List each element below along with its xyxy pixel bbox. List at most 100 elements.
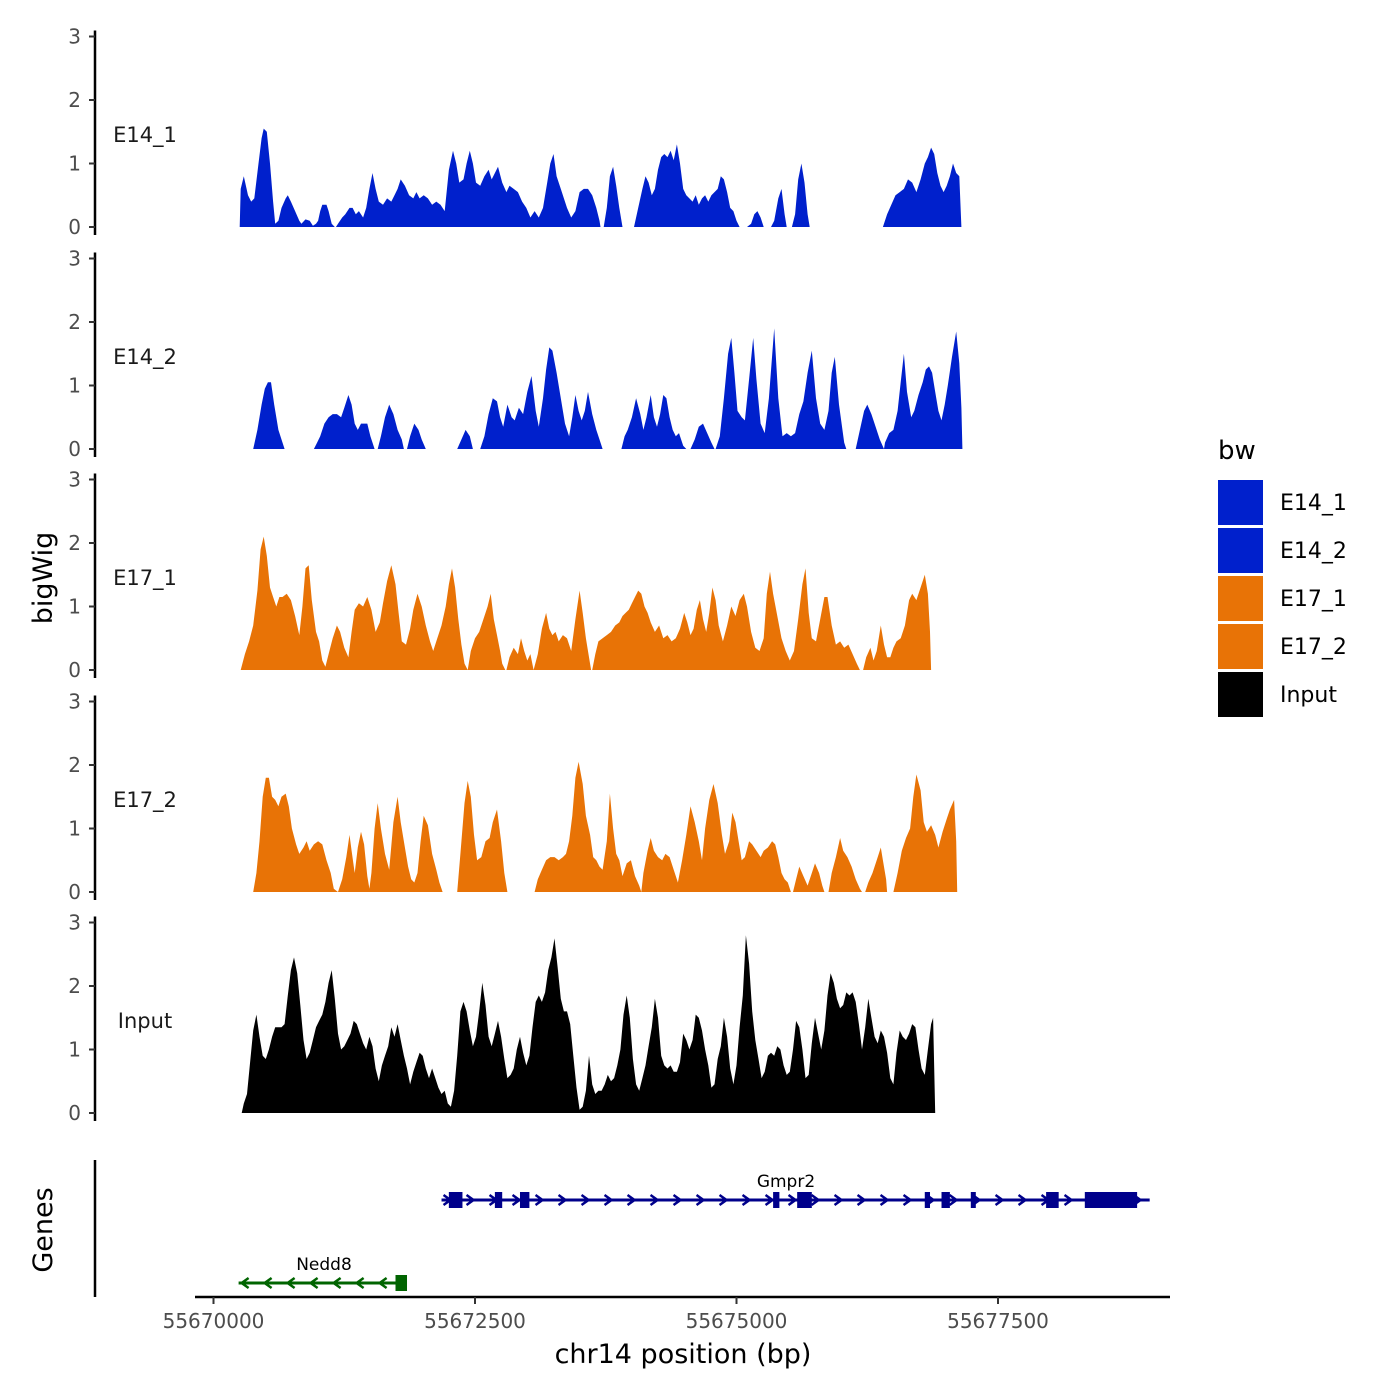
legend-title: bw bbox=[1218, 436, 1256, 466]
y-tick-label: 1 bbox=[68, 595, 81, 619]
track-E14_1: 0 1 2 3 E14_1 bbox=[68, 25, 962, 239]
legend-label: E17_2 bbox=[1280, 635, 1347, 660]
legend-item-E17_1: E17_1 bbox=[1218, 576, 1347, 621]
y-tick-label: 2 bbox=[68, 88, 81, 112]
track-label: E14_2 bbox=[113, 345, 177, 370]
legend-swatch bbox=[1218, 672, 1263, 717]
strand-chevron bbox=[465, 1193, 476, 1207]
exon bbox=[797, 1192, 812, 1208]
legend-swatch bbox=[1218, 576, 1263, 621]
strand-chevron bbox=[557, 1193, 568, 1207]
strand-chevron bbox=[649, 1193, 660, 1207]
strand-chevron bbox=[695, 1193, 706, 1207]
legend-label: E14_1 bbox=[1280, 491, 1347, 516]
legend-label: Input bbox=[1280, 683, 1337, 708]
track-Input: 0 1 2 3 Input bbox=[68, 911, 936, 1125]
coverage-area-E14_2 bbox=[253, 328, 963, 449]
coverage-area-E17_1 bbox=[240, 536, 932, 670]
gene-track-title: Genes bbox=[28, 1187, 59, 1272]
strand-chevron bbox=[262, 1276, 273, 1290]
coverage-area-E17_2 bbox=[253, 761, 958, 892]
x-tick-label: 55675000 bbox=[686, 1309, 788, 1333]
legend-item-E14_2: E14_2 bbox=[1218, 528, 1347, 573]
strand-chevron bbox=[534, 1193, 545, 1207]
strand-chevron bbox=[879, 1193, 890, 1207]
strand-chevron bbox=[810, 1193, 821, 1207]
track-label: E17_2 bbox=[113, 788, 177, 813]
x-axis: 55670000 55672500 55675000 55677500 bbox=[163, 1295, 1170, 1333]
strand-chevron bbox=[948, 1193, 959, 1207]
y-tick-label: 3 bbox=[68, 911, 81, 935]
track-label: E17_1 bbox=[113, 566, 177, 591]
legend-label: E17_1 bbox=[1280, 587, 1347, 612]
strand-chevron bbox=[331, 1276, 342, 1290]
legend-item-E14_1: E14_1 bbox=[1218, 480, 1347, 525]
strand-chevron bbox=[718, 1193, 729, 1207]
x-tick-label: 55670000 bbox=[163, 1309, 265, 1333]
strand-chevron bbox=[833, 1193, 844, 1207]
strand-chevron bbox=[902, 1193, 913, 1207]
coverage-area-Input bbox=[241, 935, 936, 1113]
strand-chevron bbox=[741, 1193, 752, 1207]
exon bbox=[773, 1192, 780, 1208]
exon bbox=[1046, 1192, 1059, 1208]
y-tick-label: 3 bbox=[68, 468, 81, 492]
strand-chevron bbox=[1017, 1193, 1028, 1207]
strand-chevron bbox=[994, 1193, 1005, 1207]
gene-label: Gmpr2 bbox=[757, 1172, 815, 1192]
exon bbox=[970, 1192, 976, 1208]
track-E14_2: 0 1 2 3 E14_2 bbox=[68, 247, 963, 461]
legend-swatch bbox=[1218, 480, 1263, 525]
gene-track: Nedd8 Gmpr2 bbox=[93, 1160, 1150, 1297]
track-label: Input bbox=[118, 1009, 172, 1033]
x-axis-title: chr14 position (bp) bbox=[555, 1339, 812, 1370]
y-tick-label: 3 bbox=[68, 690, 81, 714]
exon bbox=[448, 1192, 463, 1208]
y-tick-label: 0 bbox=[68, 658, 81, 682]
strand-chevron bbox=[239, 1276, 250, 1290]
y-tick-label: 2 bbox=[68, 310, 81, 334]
strand-chevron bbox=[672, 1193, 683, 1207]
strand-chevron bbox=[308, 1276, 319, 1290]
y-axis-title: bigWig bbox=[28, 532, 59, 625]
strand-chevron bbox=[856, 1193, 867, 1207]
coverage-area-E14_1 bbox=[239, 128, 962, 227]
track-E17_2: 0 1 2 3 E17_2 bbox=[68, 690, 958, 904]
x-tick-label: 55672500 bbox=[424, 1309, 526, 1333]
strand-chevron bbox=[787, 1193, 798, 1207]
strand-chevron bbox=[1063, 1193, 1074, 1207]
exon bbox=[395, 1275, 408, 1291]
y-tick-label: 0 bbox=[68, 1101, 81, 1125]
legend-item-E17_2: E17_2 bbox=[1218, 624, 1347, 669]
strand-chevron bbox=[764, 1193, 775, 1207]
strand-chevron bbox=[285, 1276, 296, 1290]
coverage-tracks: 0 1 2 3 E14_1 0 1 2 3 E14_2 0 1 2 3 E17_1 0 1 2 3 E17_2 0 1 2 3… bbox=[68, 25, 963, 1125]
y-tick-label: 2 bbox=[68, 531, 81, 555]
legend-label: E14_2 bbox=[1280, 539, 1347, 564]
y-tick-label: 2 bbox=[68, 753, 81, 777]
x-tick-label: 55677500 bbox=[947, 1309, 1049, 1333]
y-tick-label: 2 bbox=[68, 974, 81, 998]
y-tick-label: 0 bbox=[68, 437, 81, 461]
y-tick-label: 0 bbox=[68, 215, 81, 239]
gene-label: Nedd8 bbox=[296, 1255, 352, 1275]
legend: bw E14_1 E14_2 E17_1 E17_2 Input bbox=[1218, 436, 1347, 717]
track-E17_1: 0 1 2 3 E17_1 bbox=[68, 468, 932, 682]
y-tick-label: 1 bbox=[68, 152, 81, 176]
legend-swatch bbox=[1218, 528, 1263, 573]
exon bbox=[941, 1192, 950, 1208]
strand-chevron bbox=[580, 1193, 591, 1207]
track-label: E14_1 bbox=[113, 123, 177, 148]
legend-item-Input: Input bbox=[1218, 672, 1337, 717]
strand-chevron bbox=[511, 1193, 522, 1207]
y-tick-label: 3 bbox=[68, 247, 81, 271]
gene-Nedd8: Nedd8 bbox=[238, 1255, 408, 1291]
y-tick-label: 1 bbox=[68, 374, 81, 398]
legend-swatch bbox=[1218, 624, 1263, 669]
strand-chevron bbox=[354, 1276, 365, 1290]
exon bbox=[1084, 1192, 1138, 1208]
y-tick-label: 0 bbox=[68, 880, 81, 904]
y-tick-label: 1 bbox=[68, 1038, 81, 1062]
strand-chevron bbox=[603, 1193, 614, 1207]
